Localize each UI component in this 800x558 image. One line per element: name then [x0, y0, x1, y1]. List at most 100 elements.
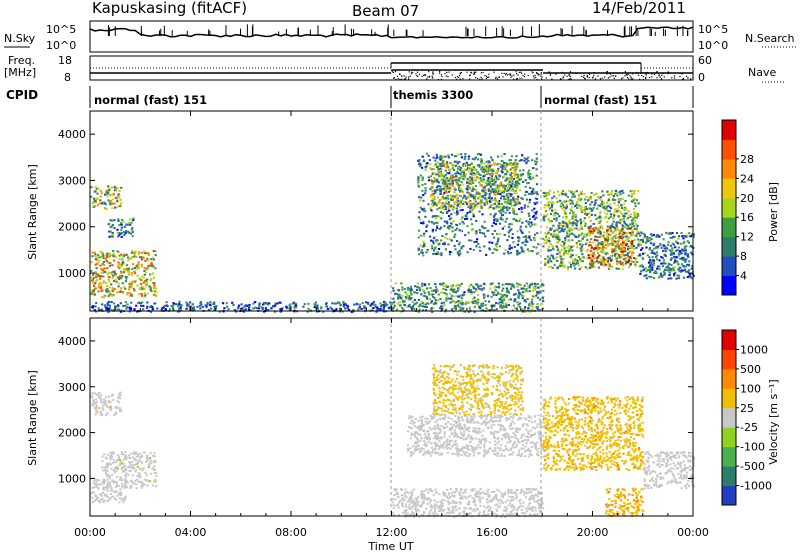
- power-cell: [481, 207, 483, 209]
- power-cell: [127, 303, 129, 305]
- power-cell: [659, 243, 661, 245]
- power-cell: [116, 281, 118, 283]
- velocity-cell: [133, 464, 135, 466]
- velocity-cell: [107, 479, 109, 481]
- power-cell: [551, 206, 553, 208]
- power-cell: [597, 252, 599, 254]
- power-cell: [276, 302, 278, 304]
- power-cell: [192, 303, 194, 305]
- power-cell: [536, 293, 538, 295]
- power-cell: [451, 227, 453, 229]
- power-cell: [603, 258, 605, 260]
- power-cell: [418, 305, 420, 307]
- power-cell: [431, 180, 433, 182]
- nave-dot: [446, 72, 447, 73]
- power-cell: [395, 282, 397, 284]
- power-cell: [415, 303, 417, 305]
- power-cell: [454, 161, 456, 163]
- power-cell: [450, 178, 452, 180]
- velocity-cell: [93, 483, 95, 485]
- power-cell: [627, 248, 629, 250]
- power-cell: [454, 155, 456, 157]
- power-cell: [640, 231, 642, 233]
- power-cell: [502, 288, 504, 290]
- power-cell: [510, 180, 512, 182]
- power-cell: [613, 221, 615, 223]
- power-cell: [479, 229, 481, 231]
- power-cell: [458, 302, 460, 304]
- nave-dot: [611, 75, 612, 76]
- power-cell: [497, 170, 499, 172]
- power-cell: [639, 235, 641, 237]
- power-cell: [536, 232, 538, 234]
- power-cell: [463, 163, 465, 165]
- nave-dot: [439, 73, 440, 74]
- power-colorbar-tick-label: 4: [740, 270, 747, 283]
- power-cell: [515, 159, 517, 161]
- power-cell: [527, 285, 529, 287]
- power-cell: [450, 217, 452, 219]
- power-cell: [449, 253, 451, 255]
- nave-dot: [428, 71, 429, 72]
- velocity-cell: [119, 459, 121, 461]
- velocity-cell: [141, 462, 143, 464]
- power-cell: [397, 297, 399, 299]
- velocity-cell: [134, 480, 136, 482]
- nave-dot: [658, 75, 659, 76]
- power-cell: [572, 203, 574, 205]
- power-cell: [604, 217, 606, 219]
- power-cell: [535, 212, 537, 214]
- nave-dot: [613, 75, 614, 76]
- velocity-cell: [103, 500, 105, 502]
- power-cell: [153, 277, 155, 279]
- power-cell: [404, 288, 406, 290]
- power-cell: [481, 232, 483, 234]
- power-cell: [620, 221, 622, 223]
- power-cell: [455, 165, 457, 167]
- power-cell: [445, 300, 447, 302]
- power-cell: [424, 216, 426, 218]
- power-cell: [494, 194, 496, 196]
- nsky-label: N.Sky: [4, 32, 36, 45]
- power-cell: [374, 304, 376, 306]
- power-cell: [123, 271, 125, 273]
- power-cell: [613, 215, 615, 217]
- power-cell: [514, 184, 516, 186]
- nave-dot: [441, 79, 442, 80]
- nave-tick-high: 60: [698, 54, 712, 67]
- power-cell: [662, 247, 664, 249]
- power-cell: [685, 271, 687, 273]
- power-cell: [531, 301, 533, 303]
- power-cell: [111, 264, 113, 266]
- power-cell: [123, 231, 125, 233]
- nave-dot: [638, 72, 639, 73]
- power-cell: [430, 302, 432, 304]
- power-cell: [665, 255, 667, 257]
- power-cell: [668, 274, 670, 276]
- power-cell: [564, 266, 566, 268]
- power-cell: [601, 190, 603, 192]
- power-cell: [646, 277, 648, 279]
- power-cell: [613, 195, 615, 197]
- power-cell: [499, 306, 501, 308]
- power-cell: [476, 241, 478, 243]
- power-cell: [170, 305, 172, 307]
- power-cell: [521, 211, 523, 213]
- power-cell: [462, 197, 464, 199]
- power-cell: [441, 198, 443, 200]
- power-cell: [592, 241, 594, 243]
- power-cell: [636, 225, 638, 227]
- nave-dot: [474, 72, 475, 73]
- power-cell: [443, 194, 445, 196]
- power-cell: [681, 252, 683, 254]
- power-cell: [95, 258, 97, 260]
- power-cell: [498, 283, 500, 285]
- power-cell: [109, 265, 111, 267]
- power-cell: [479, 183, 481, 185]
- power-cell: [578, 229, 580, 231]
- freq-tick-low: 8: [64, 71, 71, 84]
- power-cell: [690, 245, 692, 247]
- nave-dot: [571, 79, 572, 80]
- power-cell: [519, 189, 521, 191]
- power-cell: [150, 262, 152, 264]
